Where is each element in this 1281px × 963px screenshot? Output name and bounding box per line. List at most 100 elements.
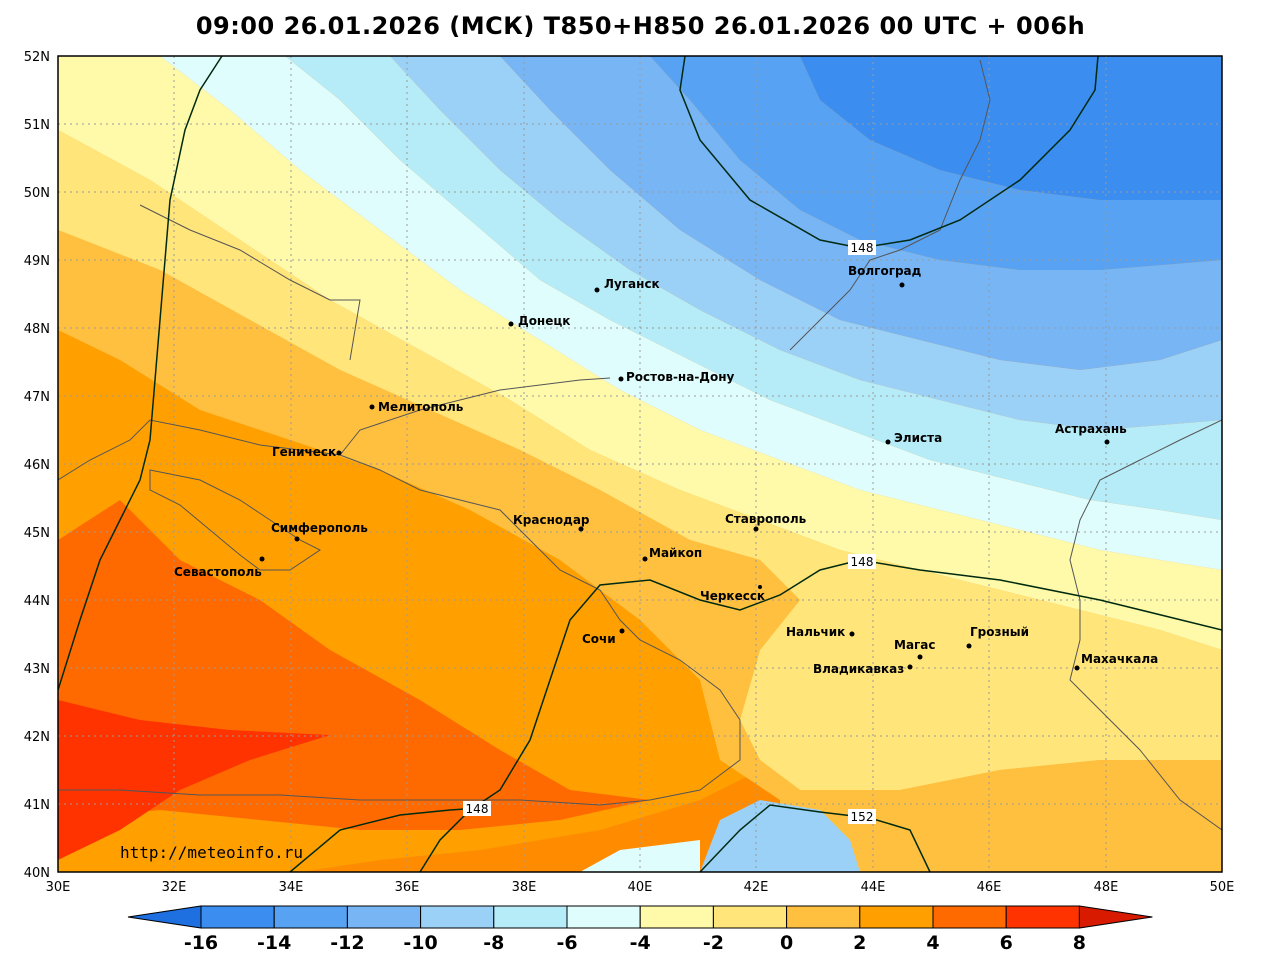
svg-text:40E: 40E [628, 880, 653, 895]
colorbar-labels: -16 -14 -12 -10 -8 -6 -4 -2 0 2 4 6 8 [184, 932, 1086, 954]
isoline-label: 152 [851, 810, 874, 824]
colorbar-tick-label: -6 [556, 932, 577, 954]
colorbar-tick-label: 0 [780, 932, 793, 954]
map-frame [57, 55, 1223, 873]
temp-band-8-plus [58, 700, 330, 860]
city-dot [594, 287, 600, 293]
grid-lines [58, 56, 1222, 872]
svg-text:45N: 45N [24, 526, 50, 541]
svg-text:46E: 46E [977, 880, 1002, 895]
svg-text:30E: 30E [46, 880, 71, 895]
colorbar-segment [493, 905, 568, 929]
city-dot [259, 556, 265, 562]
svg-text:42N: 42N [24, 730, 50, 745]
colorbar-segment [786, 905, 861, 929]
svg-text:50N: 50N [24, 186, 50, 201]
colorbar-tick-label: -8 [483, 932, 504, 954]
city-dot [369, 404, 375, 410]
colorbar-segment [200, 905, 275, 929]
temp-band-m8-m6 [285, 56, 1222, 520]
city-label: Махачкала [1081, 652, 1158, 666]
svg-text:44E: 44E [861, 880, 886, 895]
svg-text:51N: 51N [24, 118, 50, 133]
colorbar-tick-label: 6 [1000, 932, 1013, 954]
city-label: Ставрополь [725, 512, 807, 526]
isoline-labels: 148 148 148 152 [463, 240, 876, 824]
temp-band-m16-m14 [800, 56, 1222, 200]
colorbar-arrow-left [127, 905, 202, 929]
city-dot [294, 536, 300, 542]
city-dot [758, 585, 762, 589]
temp-band-m12-m10 [500, 56, 1222, 370]
city-label: Симферополь [271, 521, 368, 535]
city-dot [753, 526, 759, 532]
isoline-label: 148 [851, 555, 874, 569]
svg-text:48E: 48E [1094, 880, 1119, 895]
city-label: Астрахань [1055, 422, 1127, 436]
svg-text:40N: 40N [24, 866, 50, 881]
city-label: Нальчик [786, 625, 845, 639]
city-label: Луганск [604, 277, 660, 291]
city-label: Донецк [518, 314, 570, 328]
city-label: Мелитополь [378, 400, 464, 414]
city-label: Элиста [894, 431, 942, 445]
isoline-label: 148 [851, 241, 874, 255]
temp-band-0-2 [58, 230, 1222, 872]
city-label: Краснодар [513, 513, 590, 527]
colorbar-tick-label: 8 [1073, 932, 1086, 954]
svg-text:50E: 50E [1210, 880, 1235, 895]
svg-text:44N: 44N [24, 594, 50, 609]
city-dot [966, 643, 972, 649]
colorbar-segment [273, 905, 348, 929]
city-dot [578, 526, 584, 532]
colorbar-segment [712, 905, 788, 929]
city-label: Волгоград [848, 264, 922, 278]
city-label: Сочи [582, 632, 616, 646]
svg-text:41N: 41N [24, 798, 50, 813]
svg-text:42E: 42E [744, 880, 769, 895]
colorbar-tick-label: 2 [853, 932, 866, 954]
city-dot [1074, 665, 1080, 671]
temperature-colorbar [127, 905, 1153, 929]
city-dot [885, 439, 891, 445]
colorbar-tick-label: -4 [630, 932, 651, 954]
city-label: Грозный [970, 625, 1029, 639]
colorbar-arrow-right [1078, 905, 1153, 929]
city-label: Владикавказ [813, 662, 904, 676]
svg-text:38E: 38E [512, 880, 537, 895]
cold-pocket [700, 800, 860, 872]
city-label: Геническ [272, 445, 336, 459]
svg-text:32E: 32E [162, 880, 187, 895]
colorbar-segment [932, 905, 1007, 929]
city-dot [917, 654, 923, 660]
isoline-label: 148 [466, 802, 489, 816]
city-dot [336, 450, 342, 456]
colorbar-tick-label: -16 [184, 932, 218, 954]
svg-text:36E: 36E [395, 880, 420, 895]
city-label: Черкесск [700, 589, 765, 603]
city-dot [849, 631, 855, 637]
colorbar-tick-label: -2 [703, 932, 724, 954]
latitude-labels: 52N 51N 50N 49N 48N 47N 46N 45N 44N 43N … [24, 50, 50, 881]
colorbar-segment [639, 905, 714, 929]
colorbar-tick-label: 4 [926, 932, 939, 954]
city-dot [642, 556, 648, 562]
geopotential-isolines [58, 56, 1222, 872]
city-dot [508, 321, 514, 327]
svg-text:43N: 43N [24, 662, 50, 677]
colorbar-tick-label: -10 [403, 932, 437, 954]
svg-text:52N: 52N [24, 50, 50, 65]
colorbar-segment [346, 905, 422, 929]
colorbar-tick-label: -12 [330, 932, 364, 954]
city-dot [618, 376, 624, 382]
colorbar-segment [566, 905, 641, 929]
city-dot [619, 628, 625, 634]
city-label: Майкоп [649, 546, 702, 560]
longitude-labels: 30E 32E 34E 36E 38E 40E 42E 44E 46E 48E … [46, 880, 1235, 895]
temp-band-m2-0 [58, 130, 1222, 790]
city-dot [907, 664, 913, 670]
colorbar-tick-label: -14 [257, 932, 291, 954]
city-dot [899, 282, 905, 288]
map-title: 09:00 26.01.2026 (МСК) T850+H850 26.01.2… [195, 12, 1086, 40]
